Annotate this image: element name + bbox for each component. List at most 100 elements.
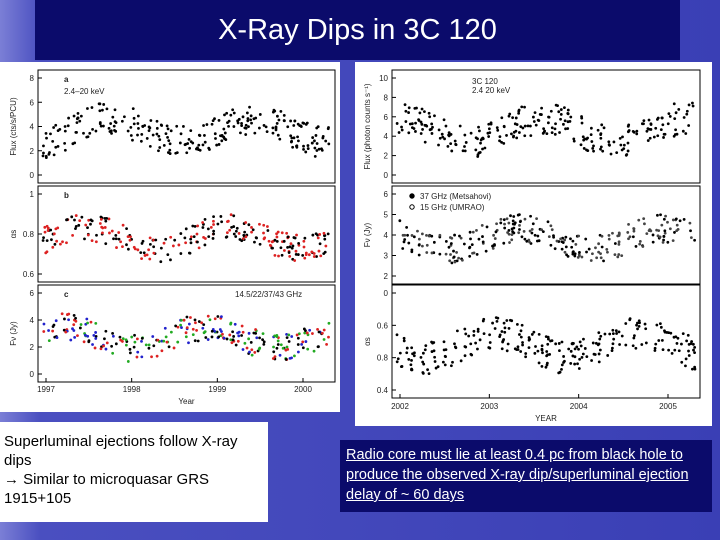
plot-dot: [663, 229, 667, 233]
plot-dot: [502, 218, 506, 222]
plot-dot: [613, 253, 617, 257]
plot-dot: [534, 123, 538, 127]
plot-dot: [139, 251, 143, 255]
plot-dot: [452, 255, 456, 259]
plot-dot: [262, 231, 265, 235]
plot-dot: [512, 134, 515, 138]
plot-dot: [547, 235, 551, 239]
plot-dot: [232, 335, 236, 338]
plot-dot: [213, 330, 217, 333]
plot-dot: [491, 246, 495, 250]
plot-dot: [273, 355, 277, 358]
plot-dot: [215, 143, 219, 147]
plot-dot: [537, 361, 541, 365]
plot-dot: [137, 126, 140, 130]
plot-dot: [563, 250, 567, 254]
plot-dot: [620, 334, 624, 338]
plot-dot: [74, 227, 77, 231]
plot-dot: [579, 344, 583, 348]
plot-dot: [667, 331, 671, 335]
plot-dot: [591, 341, 595, 345]
plot-dot: [578, 340, 582, 344]
plot-dot: [648, 136, 652, 140]
plot-dot: [560, 340, 564, 344]
plot-dot: [618, 343, 621, 346]
plot-dot: [559, 117, 562, 121]
plot-dot: [105, 341, 109, 345]
y-axis-label: Flux (photon counts s⁻¹): [363, 83, 372, 169]
plot-dot: [276, 339, 280, 343]
plot-dot: [56, 129, 60, 132]
plot-dot: [599, 136, 603, 140]
plot-dot: [227, 124, 230, 128]
plot-dot: [327, 335, 330, 339]
plot-dot: [617, 242, 621, 246]
plot-dot: [662, 238, 665, 242]
y-axis-label: αs: [363, 337, 372, 346]
plot-dot: [401, 233, 405, 237]
plot-dot: [552, 234, 555, 238]
plot-dot: [589, 259, 593, 262]
plot-dot: [530, 231, 534, 235]
plot-dot: [511, 116, 515, 120]
plot-dot: [128, 351, 132, 355]
plot-dot: [447, 134, 451, 138]
plot-dot: [250, 230, 253, 234]
plot-dot: [111, 334, 115, 338]
plot-dot: [117, 237, 121, 241]
plot-dot: [518, 228, 521, 231]
plot-dot: [579, 143, 583, 147]
plot-dot: [507, 326, 511, 330]
plot-dot: [563, 238, 567, 242]
plot-dot: [285, 231, 289, 235]
plot-dot: [646, 139, 650, 142]
plot-dot: [549, 224, 553, 228]
plot-dot: [481, 240, 485, 244]
plot-dot: [666, 240, 670, 244]
plot-dot: [51, 245, 55, 249]
plot-dot: [293, 259, 297, 262]
plot-dot: [410, 248, 414, 252]
plot-dot: [403, 238, 407, 241]
plot-dot: [287, 333, 291, 337]
plot-dot: [690, 340, 694, 343]
plot-dot: [109, 129, 113, 133]
plot-dot: [217, 335, 221, 339]
plot-dot: [316, 233, 319, 237]
plot-dot: [86, 233, 90, 237]
plot-dot: [101, 108, 104, 112]
plot-dot: [617, 240, 621, 244]
plot-dot: [541, 131, 545, 135]
plot-dot: [70, 215, 74, 219]
plot-dot: [221, 332, 224, 336]
plot-dot: [206, 227, 210, 231]
plot-dot: [245, 346, 249, 350]
plot-dot: [587, 247, 591, 251]
plot-dot: [682, 217, 686, 221]
plot-dot: [692, 348, 695, 352]
plot-dot: [105, 107, 109, 111]
plot-dot: [668, 115, 672, 118]
plot-dot: [514, 116, 518, 120]
plot-dot: [83, 237, 86, 241]
plot-dot: [565, 253, 568, 257]
y-tick-label: 8: [384, 93, 389, 102]
plot-dot: [409, 363, 413, 367]
plot-dot: [318, 242, 322, 246]
y-tick-label: 6: [384, 113, 389, 122]
plot-dot: [258, 222, 261, 226]
plot-dot: [519, 329, 523, 333]
plot-dot: [643, 322, 647, 326]
plot-dot: [80, 215, 84, 219]
plot-dot: [286, 347, 290, 351]
plot-dot: [295, 144, 299, 148]
panel-frame: [391, 284, 701, 399]
plot-dot: [515, 136, 519, 140]
plot-dot: [499, 217, 503, 221]
plot-dot: [78, 219, 82, 223]
plot-dot: [408, 122, 412, 126]
plot-dot: [320, 149, 324, 152]
plot-dot: [232, 214, 236, 218]
plot-dot: [159, 123, 163, 127]
plot-dot: [395, 333, 399, 337]
